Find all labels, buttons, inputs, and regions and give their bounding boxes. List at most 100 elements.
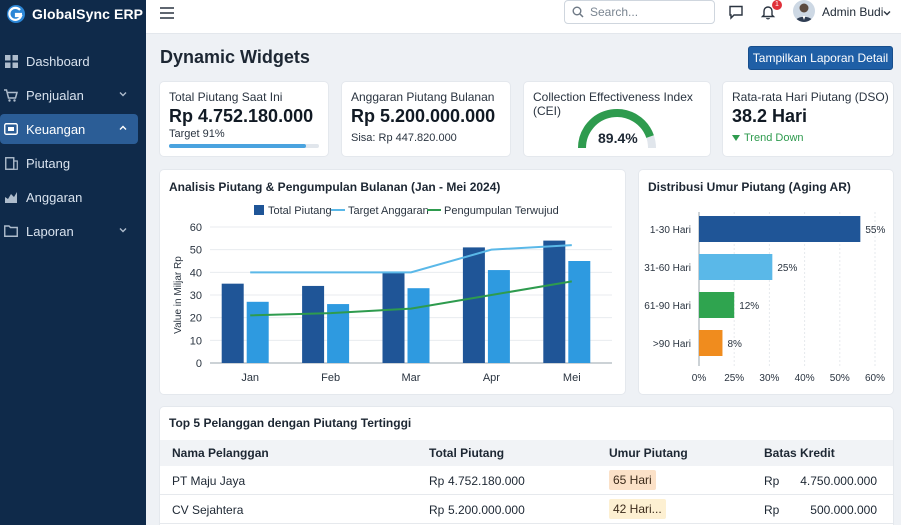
bar — [699, 216, 861, 242]
sidebar-item-label: Anggaran — [26, 189, 83, 205]
chevron-down-icon — [119, 228, 127, 233]
sidebar-item-label: Dashboard — [26, 53, 90, 69]
sidebar-item-label: Laporan — [26, 223, 74, 239]
cei-gauge — [578, 109, 656, 149]
x-tick-label: Mei — [563, 372, 581, 384]
sidebar-item-keuangan[interactable]: Keuangan — [0, 114, 138, 144]
data-label: 25% — [777, 263, 797, 274]
cart-icon — [4, 88, 18, 102]
chevron-down-icon — [119, 92, 127, 97]
kpi-value: Rp 5.200.000.000 — [351, 106, 496, 126]
data-label: 55% — [865, 225, 885, 236]
wallet-icon — [4, 122, 18, 136]
panel-title: Top 5 Pelanggan dengan Piutang Tertinggi — [169, 416, 412, 430]
kpi-title: Rata-rata Hari Piutang (DSO) — [732, 90, 889, 104]
legend-label: Pengumpulan Terwujud — [444, 205, 559, 217]
bar — [407, 288, 430, 363]
aging-distribution-panel: Distribusi Umur Piutang (Aging AR) 0% 25%… — [639, 170, 893, 394]
bar — [382, 272, 405, 363]
bar — [568, 261, 591, 363]
brand[interactable]: GlobalSync ERP — [0, 0, 146, 28]
gauge-fill — [578, 109, 654, 149]
kpi-remaining: Sisa: Rp 447.820.000 — [351, 132, 457, 144]
kpi-target: Target 91% — [169, 128, 225, 140]
age-badge: 42 Hari... — [609, 499, 666, 519]
bar — [302, 285, 325, 363]
bar — [699, 292, 735, 318]
y-tick-label: 50 — [190, 245, 202, 257]
y-tick-label: 0 — [196, 358, 202, 370]
budget-icon — [4, 190, 18, 204]
kpi-value: Rp 4.752.180.000 — [169, 106, 314, 126]
legend-swatch — [254, 205, 264, 215]
aging-horizontal-bar-chart: 0% 25% 30% 40% 50% 60% 1-30 Hari 55% 31-60 Hari 2… — [644, 212, 885, 384]
hamburger-menu-icon[interactable] — [159, 5, 175, 21]
kpi-card-dso: Rata-rata Hari Piutang (DSO) 38.2 Hari T… — [723, 82, 893, 156]
x-tick-label: 60% — [865, 373, 885, 384]
x-tick-label: 50% — [830, 373, 850, 384]
kpi-card-monthly-budget: Anggaran Piutang Bulanan Rp 5.200.000.00… — [342, 82, 510, 156]
category-label: 1-30 Hari — [650, 225, 691, 236]
data-label: 8% — [727, 339, 742, 350]
column-header: Umur Piutang — [609, 446, 688, 460]
trend-label: Trend Down — [744, 132, 804, 144]
avatar[interactable] — [793, 0, 815, 22]
kpi-value: 38.2 Hari — [732, 106, 808, 126]
x-tick-label: Feb — [321, 372, 340, 384]
progress-fill — [169, 144, 306, 148]
trend-indicator: Trend Down — [732, 132, 804, 144]
table-header: Nama Pelanggan Total Piutang Umur Piutan… — [160, 440, 893, 466]
notification-badge: 1 — [772, 0, 782, 10]
kpi-title: Total Piutang Saat Ini — [169, 90, 283, 104]
sidebar-item-anggaran[interactable]: Anggaran — [0, 182, 138, 212]
sidebar-item-penjualan[interactable]: Penjualan — [0, 80, 138, 110]
credit-limit: 4.750.000.000 — [800, 474, 877, 488]
trend-down-icon — [732, 135, 740, 141]
chevron-down-icon[interactable] — [882, 8, 892, 18]
sidebar-item-label: Keuangan — [26, 121, 86, 137]
show-detail-report-button[interactable]: Tampilkan Laporan Detail — [748, 46, 893, 70]
receivable-icon — [4, 156, 18, 170]
y-tick-label: 40 — [190, 267, 202, 279]
user-name[interactable]: Admin Budi — [822, 5, 884, 19]
y-tick-label: 30 — [190, 290, 202, 302]
bar — [246, 301, 269, 363]
category-label: 31-60 Hari — [644, 263, 691, 274]
x-tick-label: 0% — [692, 373, 707, 384]
x-tick-label: 30% — [759, 373, 779, 384]
bar — [699, 330, 723, 356]
column-header: Total Piutang — [429, 446, 505, 460]
series-line — [250, 280, 572, 317]
cei-value: 89.4% — [598, 130, 638, 146]
monthly-bar-line-chart: 0 10 20 30 40 50 60 Value in Miljar Rp Jan Feb Mar… — [173, 205, 612, 384]
age-badge: 65 Hari — [609, 470, 656, 490]
chat-icon[interactable] — [728, 4, 744, 20]
bell-icon[interactable] — [760, 4, 776, 20]
sidebar-item-piutang[interactable]: Piutang — [0, 148, 138, 178]
currency: Rp — [764, 474, 780, 488]
chevron-up-icon — [119, 125, 127, 130]
column-header: Nama Pelanggan — [172, 446, 269, 460]
credit-limit: 500.000.000 — [810, 503, 877, 517]
bar — [699, 254, 773, 280]
series-line — [250, 244, 572, 274]
table-row[interactable]: PT Maju Jaya Rp 4.752.180.000 65 Hari Rp… — [160, 467, 893, 495]
y-tick-label: 20 — [190, 313, 202, 325]
sidebar-item-laporan[interactable]: Laporan — [0, 216, 138, 246]
bar — [221, 283, 244, 363]
legend-label: Total Piutang — [268, 205, 332, 217]
search-input[interactable]: Search... — [564, 0, 715, 24]
data-label: 12% — [739, 301, 759, 312]
x-tick-label: Mar — [402, 372, 421, 384]
y-axis-label: Value in Miljar Rp — [173, 256, 184, 334]
customer-name: PT Maju Jaya — [172, 474, 246, 488]
target-progress-bar — [169, 144, 319, 148]
sidebar-item-label: Penjualan — [26, 87, 84, 103]
sidebar-item-dashboard[interactable]: Dashboard — [0, 46, 138, 76]
bar — [543, 240, 566, 363]
bar — [462, 247, 485, 363]
y-tick-label: 60 — [190, 222, 202, 234]
table-row[interactable]: CV Sejahtera Rp 5.200.000.000 42 Hari...… — [160, 496, 893, 524]
globalsync-logo-icon — [7, 5, 25, 23]
panel-title: Analisis Piutang & Pengumpulan Bulanan (… — [169, 180, 501, 194]
